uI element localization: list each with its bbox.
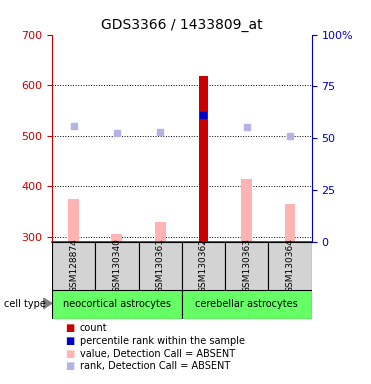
Text: count: count xyxy=(80,323,107,333)
Text: percentile rank within the sample: percentile rank within the sample xyxy=(80,336,245,346)
Bar xyxy=(285,204,295,242)
Text: ■: ■ xyxy=(65,323,74,333)
Bar xyxy=(138,242,182,290)
Bar xyxy=(155,222,165,242)
Text: ■: ■ xyxy=(65,336,74,346)
Bar xyxy=(68,199,79,242)
Bar xyxy=(111,234,122,242)
Bar xyxy=(182,290,312,319)
Text: cell type: cell type xyxy=(4,299,46,309)
Bar xyxy=(199,76,208,242)
Text: cerebellar astrocytes: cerebellar astrocytes xyxy=(196,299,298,310)
Bar xyxy=(225,242,268,290)
Text: GSM130364: GSM130364 xyxy=(286,238,295,293)
Text: GSM128874: GSM128874 xyxy=(69,238,78,293)
Text: GSM130362: GSM130362 xyxy=(199,238,208,293)
Bar xyxy=(241,179,252,242)
Text: neocortical astrocytes: neocortical astrocytes xyxy=(63,299,171,310)
Text: rank, Detection Call = ABSENT: rank, Detection Call = ABSENT xyxy=(80,361,230,371)
Bar xyxy=(52,242,95,290)
Text: GSM130361: GSM130361 xyxy=(156,238,165,293)
Bar xyxy=(95,242,138,290)
Polygon shape xyxy=(43,298,52,309)
Text: value, Detection Call = ABSENT: value, Detection Call = ABSENT xyxy=(80,349,235,359)
Text: ■: ■ xyxy=(65,349,74,359)
Bar xyxy=(52,290,182,319)
Text: ■: ■ xyxy=(65,361,74,371)
Title: GDS3366 / 1433809_at: GDS3366 / 1433809_at xyxy=(101,18,263,32)
Text: GSM130340: GSM130340 xyxy=(112,238,121,293)
Bar xyxy=(182,242,225,290)
Bar xyxy=(268,242,312,290)
Text: GSM130363: GSM130363 xyxy=(242,238,251,293)
